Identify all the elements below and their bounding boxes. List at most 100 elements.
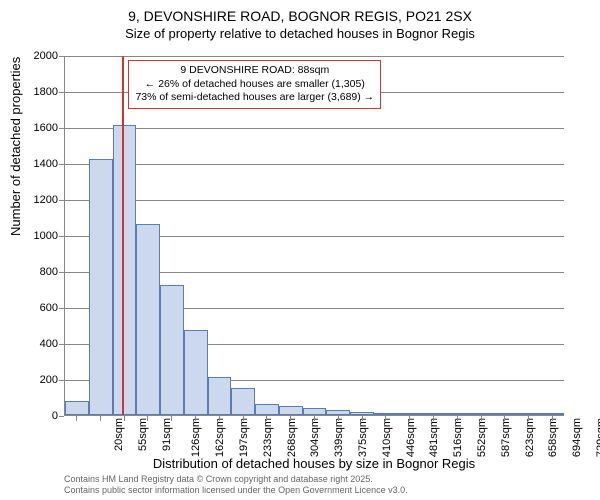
xtick-mark [504, 416, 505, 421]
ytick-label: 200 [18, 374, 58, 386]
bar [493, 413, 517, 415]
xtick-label: 20sqm [113, 418, 125, 451]
ytick-label: 1400 [18, 158, 58, 170]
xtick-mark [385, 416, 386, 421]
bar [160, 285, 184, 415]
title-sub: Size of property relative to detached ho… [0, 26, 600, 41]
bar [326, 410, 350, 415]
xtick-mark [171, 416, 172, 421]
xtick-label: 481sqm [429, 418, 441, 457]
bar [540, 413, 564, 415]
title-main: 9, DEVONSHIRE ROAD, BOGNOR REGIS, PO21 2… [0, 8, 600, 24]
xtick-label: 694sqm [571, 418, 583, 457]
xtick-mark [409, 416, 410, 421]
xtick-mark [528, 416, 529, 421]
bar [303, 408, 327, 415]
xtick-label: 233sqm [262, 418, 274, 457]
bar [89, 159, 113, 415]
xtick-label: 446sqm [405, 418, 417, 457]
xtick-mark [100, 416, 101, 421]
xtick-label: 410sqm [381, 418, 393, 457]
xtick-label: 623sqm [524, 418, 536, 457]
xtick-label: 375sqm [357, 418, 369, 457]
ytick-label: 1200 [18, 194, 58, 206]
ytick-label: 1000 [18, 230, 58, 242]
annotation-line-2: ← 26% of detached houses are smaller (1,… [135, 78, 374, 92]
xtick-label: 552sqm [476, 418, 488, 457]
xtick-label: 516sqm [452, 418, 464, 457]
bar [231, 388, 255, 415]
xtick-label: 658sqm [548, 418, 560, 457]
bar [350, 412, 374, 415]
ytick-mark [59, 344, 64, 345]
ytick-label: 600 [18, 302, 58, 314]
ytick-label: 1800 [18, 86, 58, 98]
xtick-mark [314, 416, 315, 421]
ytick-mark [59, 200, 64, 201]
subject-marker-line [122, 56, 124, 415]
xtick-label: 55sqm [137, 418, 149, 451]
bar [421, 413, 445, 415]
ytick-label: 1600 [18, 122, 58, 134]
annotation-box: 9 DEVONSHIRE ROAD: 88sqm ← 26% of detach… [128, 60, 381, 109]
ytick-mark [59, 164, 64, 165]
footer-line-1: Contains HM Land Registry data © Crown c… [64, 474, 408, 485]
xtick-mark [433, 416, 434, 421]
xtick-mark [124, 416, 125, 421]
chart-container: 9, DEVONSHIRE ROAD, BOGNOR REGIS, PO21 2… [0, 0, 600, 500]
xtick-mark [457, 416, 458, 421]
xtick-label: 126sqm [190, 418, 202, 457]
xtick-mark [243, 416, 244, 421]
xtick-label: 162sqm [214, 418, 226, 457]
xtick-label: 304sqm [310, 418, 322, 457]
xtick-mark [362, 416, 363, 421]
xtick-mark [481, 416, 482, 421]
bar [65, 401, 89, 415]
ytick-label: 400 [18, 338, 58, 350]
bar [398, 413, 422, 415]
xtick-mark [266, 416, 267, 421]
annotation-line-1: 9 DEVONSHIRE ROAD: 88sqm [135, 64, 374, 78]
footer-line-2: Contains public sector information licen… [64, 485, 408, 496]
xtick-label: 729sqm [595, 418, 600, 457]
xtick-label: 339sqm [333, 418, 345, 457]
xtick-mark [290, 416, 291, 421]
ytick-label: 800 [18, 266, 58, 278]
bar [469, 413, 493, 415]
plot-region: 9 DEVONSHIRE ROAD: 88sqm ← 26% of detach… [64, 56, 564, 416]
y-axis-label: Number of detached properties [8, 57, 23, 236]
bar [445, 413, 469, 415]
bar [208, 377, 232, 415]
xtick-label: 197sqm [238, 418, 250, 457]
ytick-label: 2000 [18, 50, 58, 62]
x-axis-label: Distribution of detached houses by size … [64, 456, 564, 471]
bar [374, 413, 398, 415]
annotation-line-3: 73% of semi-detached houses are larger (… [135, 91, 374, 105]
title-block: 9, DEVONSHIRE ROAD, BOGNOR REGIS, PO21 2… [0, 0, 600, 41]
ytick-mark [59, 380, 64, 381]
bar [184, 330, 208, 415]
ytick-mark [59, 92, 64, 93]
xtick-label: 91sqm [161, 418, 173, 451]
ytick-mark [59, 56, 64, 57]
xtick-label: 587sqm [500, 418, 512, 457]
xtick-label: 268sqm [286, 418, 298, 457]
ytick-mark [59, 236, 64, 237]
bar [255, 404, 279, 415]
ytick-mark [59, 308, 64, 309]
bars [65, 56, 564, 415]
bar [517, 413, 541, 415]
footer-attribution: Contains HM Land Registry data © Crown c… [64, 474, 408, 496]
chart-area: 9 DEVONSHIRE ROAD: 88sqm ← 26% of detach… [64, 56, 564, 416]
xtick-mark [76, 416, 77, 421]
xtick-mark [147, 416, 148, 421]
xtick-mark [552, 416, 553, 421]
ytick-mark [59, 128, 64, 129]
xtick-mark [195, 416, 196, 421]
ytick-label: 0 [18, 410, 58, 422]
xtick-mark [338, 416, 339, 421]
ytick-mark [59, 272, 64, 273]
bar [279, 406, 303, 415]
xtick-mark [219, 416, 220, 421]
bar [136, 224, 160, 415]
